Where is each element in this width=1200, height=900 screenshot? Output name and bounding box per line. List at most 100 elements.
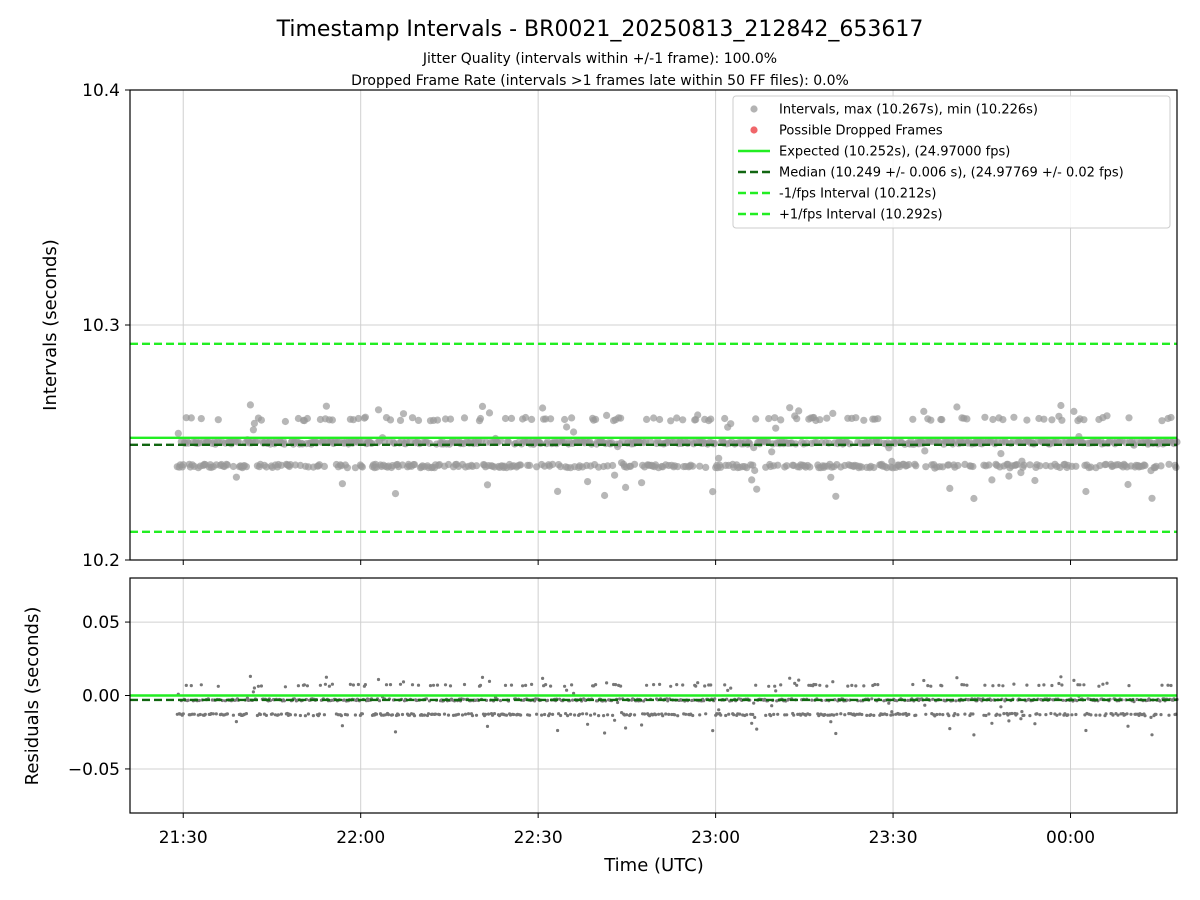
residual-point	[412, 714, 417, 718]
interval-point	[920, 407, 928, 415]
residual-point	[585, 712, 589, 716]
residual-point	[835, 712, 839, 716]
residual-point	[971, 712, 975, 716]
interval-point	[522, 413, 530, 422]
interval-point	[250, 419, 258, 427]
interval-point	[816, 416, 824, 424]
residual-point	[569, 712, 573, 716]
x-tick-label: 21:30	[159, 828, 208, 848]
residual-point	[519, 713, 523, 717]
residual-point	[548, 712, 552, 716]
residual-point	[602, 714, 606, 718]
residual-point	[264, 713, 268, 718]
interval-point	[999, 416, 1007, 424]
interval-point	[1103, 412, 1111, 420]
residual-point	[270, 712, 274, 716]
residual-point	[779, 683, 783, 687]
residual-point	[606, 713, 610, 717]
residual-point	[327, 684, 331, 688]
x-tick-label: 22:30	[514, 828, 563, 848]
residual-point	[572, 691, 576, 695]
residual-point	[938, 712, 942, 716]
interval-point	[642, 438, 650, 446]
residual-point	[694, 684, 698, 688]
residual-point	[1042, 683, 1046, 687]
residual-point	[829, 720, 833, 724]
interval-point	[1036, 462, 1044, 470]
interval-point	[528, 415, 536, 423]
residual-point	[618, 697, 622, 701]
residual-point	[1078, 683, 1082, 687]
residual-point	[727, 712, 731, 716]
intervals-x-ticks	[182, 560, 1072, 565]
interval-point	[1020, 461, 1028, 469]
residual-point	[276, 713, 280, 717]
residual-point	[769, 714, 773, 718]
residual-point	[348, 682, 352, 687]
residual-point	[211, 712, 215, 716]
residual-point	[298, 713, 302, 718]
residual-point	[999, 705, 1003, 709]
residual-point	[1033, 722, 1037, 726]
interval-point	[860, 416, 868, 424]
interval-point	[905, 461, 913, 469]
residual-point	[474, 713, 479, 717]
y-tick-label: 10.2	[82, 551, 120, 571]
residual-point	[345, 713, 349, 717]
interval-point	[771, 414, 779, 422]
residual-point	[654, 713, 658, 717]
residual-point	[442, 712, 447, 716]
residual-point	[259, 684, 263, 688]
legend-label-plus-fps: +1/fps Interval (10.292s)	[779, 208, 943, 223]
residual-point	[1015, 712, 1019, 716]
interval-point	[1102, 460, 1110, 468]
interval-point	[679, 416, 687, 424]
interval-point	[1023, 416, 1031, 424]
residual-point	[613, 718, 617, 722]
residual-point	[564, 712, 568, 716]
residual-point	[810, 698, 814, 702]
residual-point	[317, 712, 321, 716]
residual-point	[1055, 713, 1059, 717]
residual-point	[509, 683, 514, 687]
residual-point	[559, 713, 563, 718]
interval-point	[554, 487, 562, 495]
residual-point	[288, 713, 292, 717]
interval-point	[396, 416, 405, 424]
interval-point	[507, 414, 516, 422]
residual-point	[581, 712, 585, 716]
residual-point	[795, 683, 799, 687]
residual-point	[1072, 678, 1076, 683]
residual-point	[589, 713, 593, 717]
residual-point	[698, 713, 702, 717]
residual-point	[924, 712, 928, 716]
residual-point	[244, 712, 248, 716]
interval-point	[874, 415, 882, 423]
residual-point	[676, 714, 680, 718]
residual-point	[416, 683, 421, 687]
residuals-y-ticks: 0.05 0.00 −0.05	[68, 613, 130, 780]
residual-point	[955, 676, 959, 680]
residual-point	[831, 680, 835, 684]
interval-point	[1125, 414, 1133, 422]
residual-point	[773, 684, 777, 688]
residual-point	[323, 682, 327, 686]
residual-point	[216, 684, 220, 688]
residual-point	[563, 684, 567, 688]
interval-point	[753, 485, 761, 493]
residual-point	[540, 713, 544, 717]
residual-point	[1057, 681, 1061, 686]
residual-point	[498, 699, 503, 703]
residual-point	[926, 684, 930, 688]
residual-point	[657, 712, 661, 716]
residual-point	[752, 701, 756, 705]
residual-point	[1037, 683, 1041, 688]
interval-point	[985, 461, 993, 469]
interval-point	[483, 481, 492, 489]
residual-point	[633, 713, 637, 717]
chart-title: Timestamp Intervals - BR0021_20250813_21…	[276, 17, 924, 42]
interval-point	[343, 464, 351, 472]
interval-point	[568, 414, 576, 422]
residual-point	[578, 712, 582, 716]
